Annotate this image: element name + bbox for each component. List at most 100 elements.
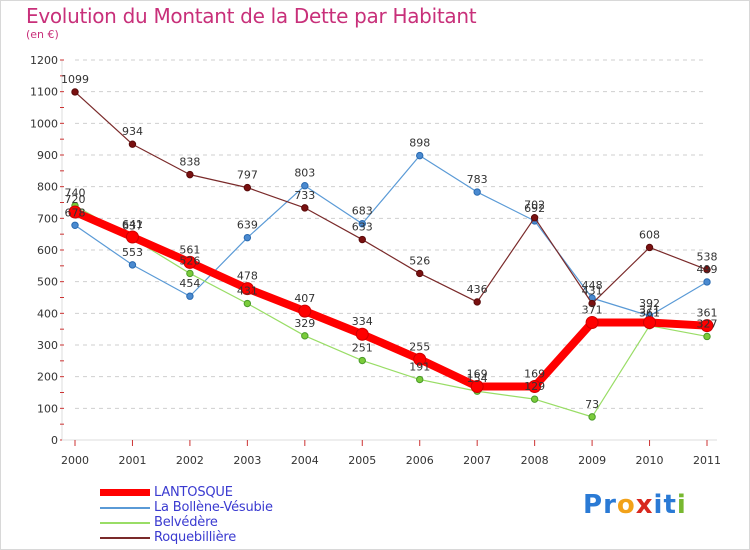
data-label-lantosque: 334 [352, 315, 373, 328]
x-tick-label: 2011 [693, 454, 721, 467]
data-point-roquebilliere [301, 204, 309, 212]
data-label-la-bollene-vesubie: 783 [467, 173, 488, 186]
proxiti-logo: Proxiti [583, 490, 687, 520]
data-point-la-bollene-vesubie [473, 188, 481, 196]
data-point-la-bollene-vesubie [186, 292, 194, 300]
data-label-la-bollene-vesubie: 639 [237, 219, 258, 232]
data-label-roquebilliere: 431 [582, 285, 603, 298]
data-label-belvedere: 637 [122, 219, 143, 232]
data-label-belvedere: 191 [409, 361, 430, 374]
data-label-roquebilliere: 538 [697, 251, 718, 264]
data-label-la-bollene-vesubie: 553 [122, 246, 143, 259]
data-label-la-bollene-vesubie: 683 [352, 205, 373, 218]
data-label-roquebilliere: 797 [237, 169, 258, 182]
series-line-lantosque [73, 208, 708, 391]
series-line-la-bollene-vesubie [74, 155, 708, 317]
y-tick-label: 500 [37, 276, 58, 289]
data-label-belvedere: 73 [585, 398, 599, 411]
data-point-lantosque [585, 316, 599, 330]
data-point-roquebilliere [473, 298, 481, 306]
y-tick-label: 0 [51, 434, 58, 447]
data-point-belvedere [186, 269, 194, 278]
data-label-la-bollene-vesubie: 499 [697, 263, 718, 276]
data-label-roquebilliere: 436 [467, 283, 488, 296]
data-point-la-bollene-vesubie [128, 261, 137, 269]
data-label-belvedere: 129 [524, 380, 545, 393]
data-point-roquebilliere [128, 140, 137, 148]
data-label-lantosque: 371 [582, 304, 603, 317]
legend-label-la-bollene-vesubie: La Bollène-Vésubie [154, 500, 273, 515]
data-point-lantosque [125, 230, 139, 244]
data-point-roquebilliere [243, 183, 252, 192]
y-tick-label: 400 [37, 307, 58, 320]
data-label-la-bollene-vesubie: 898 [409, 137, 430, 150]
x-tick-label: 2008 [521, 454, 549, 467]
data-label-belvedere: 251 [352, 342, 373, 355]
data-point-lantosque [240, 282, 254, 296]
legend-label-roquebilliere: Roquebillière [154, 530, 237, 545]
x-tick-label: 2001 [118, 454, 146, 467]
data-point-lantosque [413, 352, 427, 366]
logo-letter-1: P [583, 490, 604, 520]
data-label-roquebilliere: 733 [294, 189, 315, 202]
legend-label-belvedere: Belvédère [154, 515, 218, 530]
data-point-belvedere [588, 413, 596, 421]
series-line-belvedere [74, 205, 708, 418]
logo-letter-2: r [603, 490, 617, 520]
data-point-belvedere [703, 332, 711, 341]
data-label-lantosque: 361 [697, 307, 718, 320]
data-point-la-bollene-vesubie [703, 278, 711, 286]
data-point-la-bollene-vesubie [301, 182, 309, 190]
x-tick-label: 2009 [578, 454, 606, 467]
chart-title: Evolution du Montant de la Dette par Hab… [26, 4, 477, 28]
data-label-la-bollene-vesubie: 454 [179, 277, 200, 290]
data-label-belvedere: 329 [294, 317, 315, 330]
data-label-lantosque: 407 [294, 292, 315, 305]
data-label-la-bollene-vesubie: 392 [639, 297, 660, 310]
legend: LANTOSQUE La Bollène-Vésubie Belvédère R… [100, 485, 273, 545]
data-point-lantosque [355, 327, 369, 341]
data-point-la-bollene-vesubie [243, 233, 252, 242]
data-point-lantosque [700, 319, 714, 333]
legend-swatch-la-bollene-vesubie [100, 506, 150, 509]
data-label-la-bollene-vesubie: 803 [294, 167, 315, 180]
x-tick-label: 2003 [233, 454, 261, 467]
legend-swatch-roquebilliere [100, 536, 150, 539]
data-label-roquebilliere: 633 [352, 221, 373, 234]
data-label-lantosque: 561 [179, 243, 200, 256]
data-label-la-bollene-vesubie: 678 [65, 206, 86, 219]
series-line-roquebilliere [74, 91, 708, 305]
y-tick-label: 100 [37, 402, 58, 415]
data-label-belvedere: 431 [237, 285, 258, 298]
data-point-roquebilliere [703, 265, 711, 274]
y-tick-label: 1200 [30, 54, 58, 67]
y-tick-label: 600 [37, 244, 58, 257]
data-point-la-bollene-vesubie [416, 151, 424, 160]
y-tick-label: 1000 [30, 117, 58, 130]
data-point-roquebilliere [588, 299, 596, 308]
x-tick-label: 2010 [636, 454, 664, 467]
legend-swatch-lantosque [100, 489, 150, 496]
legend-swatch-belvedere [100, 521, 150, 524]
data-label-roquebilliere: 608 [639, 228, 660, 241]
legend-item-lantosque: LANTOSQUE [100, 485, 273, 500]
logo-letter-5: i [653, 490, 664, 520]
data-point-belvedere [530, 395, 539, 403]
x-tick-label: 2007 [463, 454, 491, 467]
legend-item-la-bollene-vesubie: La Bollène-Vésubie [100, 500, 273, 515]
data-label-belvedere: 361 [639, 307, 660, 320]
data-label-belvedere: 740 [65, 187, 86, 200]
data-label-roquebilliere: 838 [179, 156, 200, 169]
data-point-roquebilliere [71, 88, 79, 96]
data-point-lantosque [528, 379, 542, 393]
data-point-lantosque [298, 304, 312, 318]
data-point-belvedere [416, 375, 424, 384]
data-label-la-bollene-vesubie: 448 [582, 279, 603, 292]
data-point-lantosque [68, 205, 82, 219]
data-label-belvedere: 154 [467, 372, 488, 385]
data-point-roquebilliere [530, 214, 539, 222]
data-label-lantosque: 169 [467, 367, 488, 380]
data-point-roquebilliere [186, 170, 194, 179]
unit-label: (en €) [26, 28, 59, 41]
